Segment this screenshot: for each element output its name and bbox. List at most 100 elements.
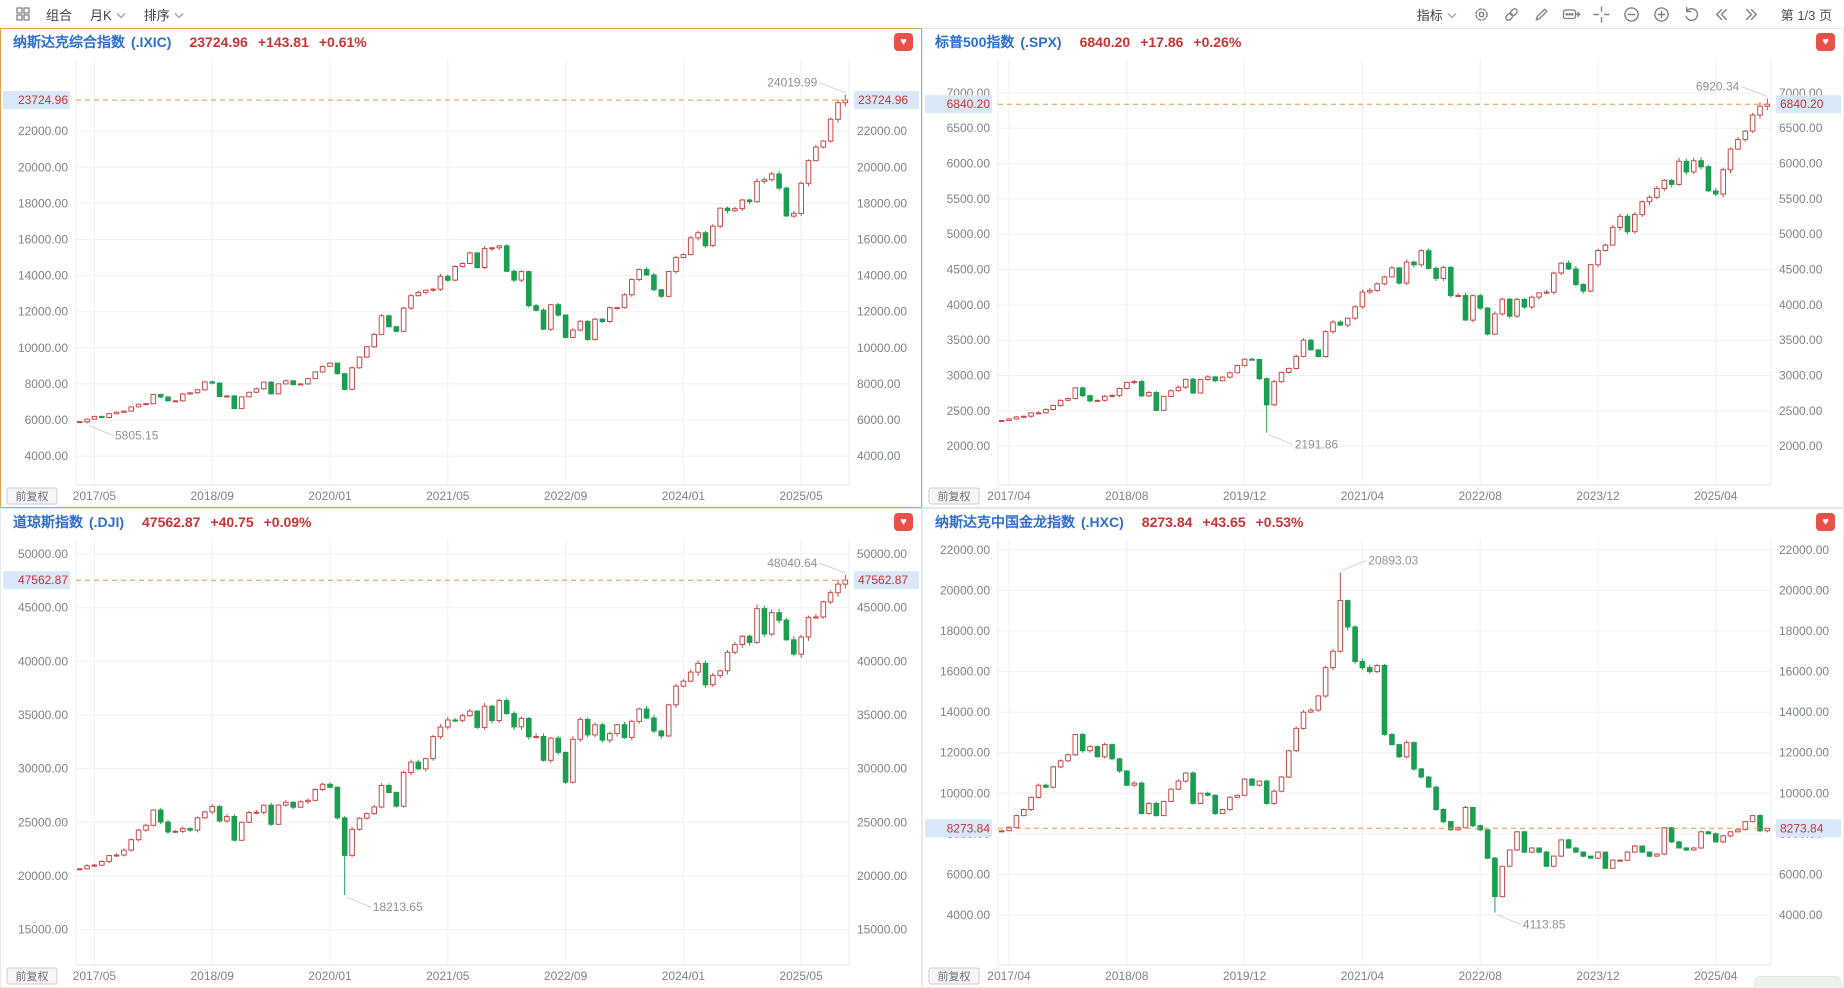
svg-text:2021/04: 2021/04 <box>1341 969 1385 983</box>
svg-text:2018/08: 2018/08 <box>1105 489 1149 503</box>
sort-select[interactable]: 排序 <box>138 5 190 24</box>
index-price: 23724.96 <box>189 34 248 50</box>
svg-text:10000.00: 10000.00 <box>940 786 990 800</box>
svg-text:5500.00: 5500.00 <box>1779 192 1823 206</box>
svg-text:20000.00: 20000.00 <box>940 584 990 598</box>
svg-text:2021/04: 2021/04 <box>1341 489 1385 503</box>
period-label: 月K <box>90 7 112 23</box>
indicator-select[interactable]: 指标 <box>1411 5 1463 24</box>
favorite-heart-icon[interactable]: ♥ <box>1816 33 1835 51</box>
svg-text:5000.00: 5000.00 <box>1779 227 1823 241</box>
svg-text:23724.96: 23724.96 <box>858 93 908 107</box>
svg-text:6500.00: 6500.00 <box>1779 121 1823 135</box>
svg-text:2017/04: 2017/04 <box>987 969 1031 983</box>
svg-text:4113.85: 4113.85 <box>1523 918 1566 932</box>
portfolio-menu[interactable]: 组合 <box>40 5 78 24</box>
link-icon[interactable] <box>1501 3 1523 25</box>
favorite-heart-icon[interactable]: ♥ <box>894 33 913 51</box>
svg-text:6840.20: 6840.20 <box>947 97 991 111</box>
index-price: 47562.87 <box>142 514 201 530</box>
svg-text:22000.00: 22000.00 <box>1779 543 1829 557</box>
candlestick-chart-ixic[interactable]: 4000.00 4000.00 6000.00 6000.00 8000.00 8000.… <box>1 55 921 507</box>
svg-text:2018/09: 2018/09 <box>191 489 235 503</box>
svg-text:40000.00: 40000.00 <box>857 654 907 668</box>
svg-text:14000.00: 14000.00 <box>1779 705 1829 719</box>
candlestick-chart-hxc[interactable]: 4000.004000.006000.006000.008000.008000.… <box>923 535 1843 987</box>
svg-text:18000.00: 18000.00 <box>940 624 990 638</box>
svg-text:30000.00: 30000.00 <box>18 762 68 776</box>
chevron-down-icon <box>116 7 126 22</box>
index-code: (.SPX) <box>1020 34 1062 50</box>
crosshair-icon[interactable] <box>1591 3 1613 25</box>
svg-text:18000.00: 18000.00 <box>18 196 68 210</box>
svg-text:20000.00: 20000.00 <box>857 869 907 883</box>
svg-text:6000.00: 6000.00 <box>25 413 69 427</box>
svg-text:20000.00: 20000.00 <box>857 160 907 174</box>
svg-text:5805.15: 5805.15 <box>115 429 159 443</box>
svg-text:22000.00: 22000.00 <box>940 543 990 557</box>
candlestick-chart-dji[interactable]: 15000.00 15000.00 20000.00 20000.00 25000.00… <box>1 535 921 987</box>
prev-page-icon[interactable] <box>1711 3 1733 25</box>
svg-text:前复权: 前复权 <box>938 969 971 983</box>
svg-text:2191.86: 2191.86 <box>1295 438 1339 452</box>
svg-text:2024/01: 2024/01 <box>662 969 706 983</box>
svg-text:4000.00: 4000.00 <box>1779 298 1823 312</box>
favorite-heart-icon[interactable]: ♥ <box>1816 513 1835 531</box>
svg-text:47562.87: 47562.87 <box>858 573 908 587</box>
svg-text:5000.00: 5000.00 <box>947 227 991 241</box>
svg-text:20000.00: 20000.00 <box>1779 584 1829 598</box>
chevron-down-icon <box>174 7 184 22</box>
draw-icon[interactable] <box>1531 3 1553 25</box>
chart-title-bar: 纳斯达克中国金龙指数 (.HXC) 8273.84 +43.65 +0.53% … <box>923 509 1843 535</box>
svg-text:14000.00: 14000.00 <box>857 269 907 283</box>
index-price: 6840.20 <box>1079 34 1131 50</box>
svg-text:2500.00: 2500.00 <box>947 404 991 418</box>
svg-text:25000.00: 25000.00 <box>18 815 68 829</box>
index-change: +17.86 <box>1140 34 1184 50</box>
index-change: +143.81 <box>257 34 309 50</box>
svg-text:20000.00: 20000.00 <box>18 869 68 883</box>
svg-text:23724.96: 23724.96 <box>18 93 68 107</box>
favorite-heart-icon[interactable]: ♥ <box>894 513 913 531</box>
svg-text:8273.84: 8273.84 <box>947 821 991 835</box>
svg-text:30000.00: 30000.00 <box>857 762 907 776</box>
index-code: (.DJI) <box>89 514 124 530</box>
chart-panel-ixic[interactable]: 纳斯达克综合指数 (.IXIC) 23724.96 +143.81 +0.61%… <box>0 28 922 508</box>
svg-text:2019/12: 2019/12 <box>1223 489 1267 503</box>
svg-text:2017/05: 2017/05 <box>73 489 117 503</box>
chart-panel-hxc[interactable]: 纳斯达克中国金龙指数 (.HXC) 8273.84 +43.65 +0.53% … <box>922 508 1844 988</box>
undo-icon[interactable] <box>1681 3 1703 25</box>
chart-panel-spx[interactable]: 标普500指数 (.SPX) 6840.20 +17.86 +0.26% ♥ 2… <box>922 28 1844 508</box>
svg-text:前复权: 前复权 <box>16 969 49 983</box>
chart-title-bar: 纳斯达克综合指数 (.IXIC) 23724.96 +143.81 +0.61%… <box>1 29 921 55</box>
svg-text:4000.00: 4000.00 <box>857 449 901 463</box>
svg-text:25000.00: 25000.00 <box>857 815 907 829</box>
svg-text:3500.00: 3500.00 <box>947 333 991 347</box>
svg-text:20893.03: 20893.03 <box>1368 553 1418 567</box>
next-page-icon[interactable] <box>1741 3 1763 25</box>
candlestick-chart-spx[interactable]: 2000.00 2000.00 2500.00 2500.00 3000.00 3000.… <box>923 55 1843 507</box>
svg-text:2022/08: 2022/08 <box>1459 969 1503 983</box>
chart-panel-dji[interactable]: 道琼斯指数 (.DJI) 47562.87 +40.75 +0.09% ♥ 15… <box>0 508 922 988</box>
zoom-out-icon[interactable] <box>1621 3 1643 25</box>
annotation-icon[interactable] <box>1561 3 1583 25</box>
period-select[interactable]: 月K <box>84 5 132 24</box>
svg-text:6000.00: 6000.00 <box>857 413 901 427</box>
svg-text:2500.00: 2500.00 <box>1779 404 1823 418</box>
sort-label: 排序 <box>143 7 170 23</box>
grid-layout-icon[interactable] <box>12 3 34 25</box>
chevron-down-icon <box>1447 7 1457 22</box>
index-change-percent: +0.09% <box>263 514 312 530</box>
svg-text:35000.00: 35000.00 <box>18 708 68 722</box>
svg-text:50000.00: 50000.00 <box>18 547 68 561</box>
index-code: (.IXIC) <box>131 34 172 50</box>
svg-text:47562.87: 47562.87 <box>18 573 68 587</box>
settings-icon[interactable] <box>1471 3 1493 25</box>
svg-text:6000.00: 6000.00 <box>947 157 991 171</box>
zoom-in-icon[interactable] <box>1651 3 1673 25</box>
index-change: +40.75 <box>210 514 254 530</box>
svg-text:2021/05: 2021/05 <box>426 969 470 983</box>
index-change-percent: +0.53% <box>1255 514 1304 530</box>
chart-title-bar: 标普500指数 (.SPX) 6840.20 +17.86 +0.26% ♥ <box>923 29 1843 55</box>
svg-text:2023/12: 2023/12 <box>1576 969 1620 983</box>
